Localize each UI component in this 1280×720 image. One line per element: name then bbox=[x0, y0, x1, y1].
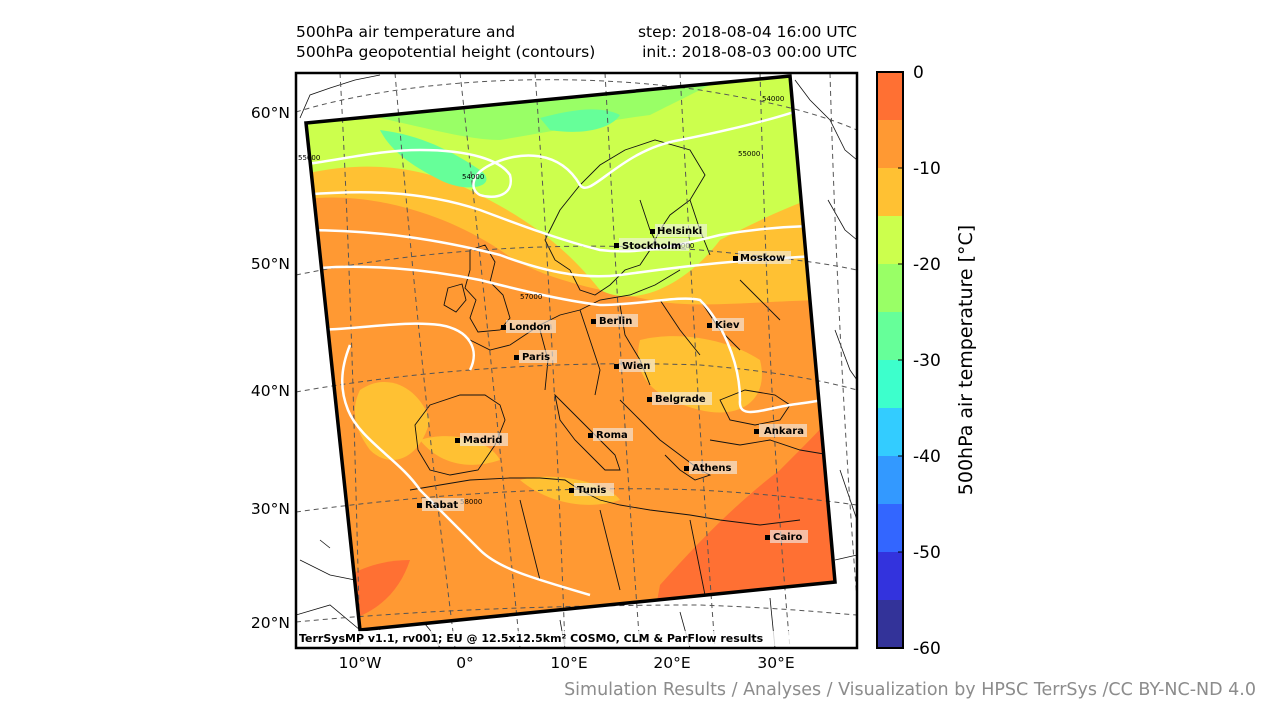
city-label: Tunis bbox=[577, 485, 606, 496]
city-belgrade: Belgrade bbox=[647, 392, 712, 405]
contour-label: 54000 bbox=[762, 95, 784, 103]
city-label: Stockholm bbox=[622, 241, 681, 252]
colorbar-tick: -30 bbox=[913, 351, 941, 371]
city-label: London bbox=[509, 322, 551, 333]
colorbar-ticks: 0 -10 -20 -30 -40 -50 -60 bbox=[898, 63, 941, 659]
city-moskow: Moskow bbox=[733, 251, 791, 264]
lon-ticks: 10°W 0° 10°E 20°E 30°E bbox=[339, 654, 795, 672]
lat-tick: 40°N bbox=[251, 382, 290, 400]
lat-tick: 50°N bbox=[251, 255, 290, 273]
colorbar-band bbox=[877, 600, 903, 648]
domain-boundary bbox=[304, 74, 837, 632]
city-label: Belgrade bbox=[655, 394, 706, 405]
colorbar-label: 500hPa air temperature [°C] bbox=[955, 225, 977, 495]
colorbar-band bbox=[877, 504, 903, 552]
city-label: Moskow bbox=[740, 253, 785, 264]
lat-ticks: 60°N 50°N 40°N 30°N 20°N bbox=[251, 104, 290, 632]
city-label: Athens bbox=[692, 463, 732, 474]
lon-tick: 30°E bbox=[757, 654, 794, 672]
city-roma: Roma bbox=[588, 428, 633, 441]
colorbar-band bbox=[877, 312, 903, 360]
credit-text: TerrSysMP v1.1, rv001; EU @ 12.5x12.5km²… bbox=[299, 632, 764, 645]
colorbar-band bbox=[877, 552, 903, 600]
colorbar-band bbox=[877, 408, 903, 456]
colorbar-tick: -60 bbox=[913, 639, 941, 659]
contour-label: 54000 bbox=[462, 173, 484, 181]
city-label: Rabat bbox=[425, 500, 458, 511]
colorbar-tick: -20 bbox=[913, 255, 941, 275]
colorbar: 0 -10 -20 -30 -40 -50 -60 500hPa air tem… bbox=[876, 63, 977, 659]
city-cairo: Cairo bbox=[765, 530, 808, 543]
lat-tick: 30°N bbox=[251, 500, 290, 518]
city-label: Kiev bbox=[715, 320, 740, 331]
lat-tick: 20°N bbox=[251, 614, 290, 632]
city-ankara: Ankara bbox=[754, 424, 807, 437]
colorbar-band bbox=[877, 168, 903, 216]
footer-attribution: Simulation Results / Analyses / Visualiz… bbox=[564, 680, 1256, 700]
city-madrid: Madrid bbox=[455, 433, 508, 446]
axes-frame bbox=[294, 71, 859, 650]
title-right-line2: init.: 2018-08-03 00:00 UTC bbox=[642, 43, 857, 61]
colorbar-band bbox=[877, 456, 903, 504]
colorbar-band bbox=[877, 264, 903, 312]
contour-label: 57000 bbox=[520, 293, 542, 301]
city-paris: Paris bbox=[514, 350, 557, 363]
title-left-line2: 500hPa geopotential height (contours) bbox=[296, 43, 595, 61]
colorbar-band bbox=[877, 72, 903, 120]
lon-tick: 10°W bbox=[339, 654, 382, 672]
city-label: Helsinki bbox=[657, 226, 702, 237]
colorbar-bands bbox=[877, 72, 903, 648]
city-berlin: Berlin bbox=[591, 314, 638, 327]
city-label: Ankara bbox=[764, 426, 804, 437]
city-markers: Helsinki Stockholm Moskow London Berlin … bbox=[417, 224, 808, 543]
contour-label: 58000 bbox=[460, 498, 482, 506]
city-label: Paris bbox=[522, 352, 550, 363]
contour-label: 55000 bbox=[738, 150, 760, 158]
colorbar-tick: -50 bbox=[913, 543, 941, 563]
geopotential-contours bbox=[306, 108, 835, 597]
colorbar-tick: -10 bbox=[913, 159, 941, 179]
colorbar-band bbox=[877, 360, 903, 408]
city-london: London bbox=[501, 320, 556, 333]
lat-tick: 60°N bbox=[251, 104, 290, 122]
colorbar-band bbox=[877, 216, 903, 264]
city-wien: Wien bbox=[614, 359, 655, 372]
lon-tick: 0° bbox=[456, 654, 474, 672]
city-helsinki: Helsinki bbox=[650, 224, 707, 237]
city-label: Wien bbox=[622, 361, 650, 372]
temperature-field bbox=[306, 76, 835, 630]
city-kiev: Kiev bbox=[707, 318, 744, 331]
colorbar-tick: -40 bbox=[913, 447, 941, 467]
city-stockholm: Stockholm bbox=[614, 238, 689, 252]
city-athens: Athens bbox=[684, 461, 737, 474]
city-label: Berlin bbox=[599, 316, 632, 327]
lon-tick: 20°E bbox=[653, 654, 690, 672]
colorbar-tick: 0 bbox=[913, 63, 924, 83]
title-left-line1: 500hPa air temperature and bbox=[296, 23, 515, 41]
title-right-line1: step: 2018-08-04 16:00 UTC bbox=[638, 23, 857, 41]
city-tunis: Tunis bbox=[569, 483, 614, 496]
lon-tick: 10°E bbox=[550, 654, 587, 672]
city-label: Roma bbox=[596, 430, 628, 441]
colorbar-band bbox=[877, 120, 903, 168]
city-rabat: Rabat bbox=[417, 498, 464, 511]
city-label: Cairo bbox=[773, 532, 802, 543]
credit-background bbox=[297, 631, 857, 646]
city-label: Madrid bbox=[463, 435, 502, 446]
